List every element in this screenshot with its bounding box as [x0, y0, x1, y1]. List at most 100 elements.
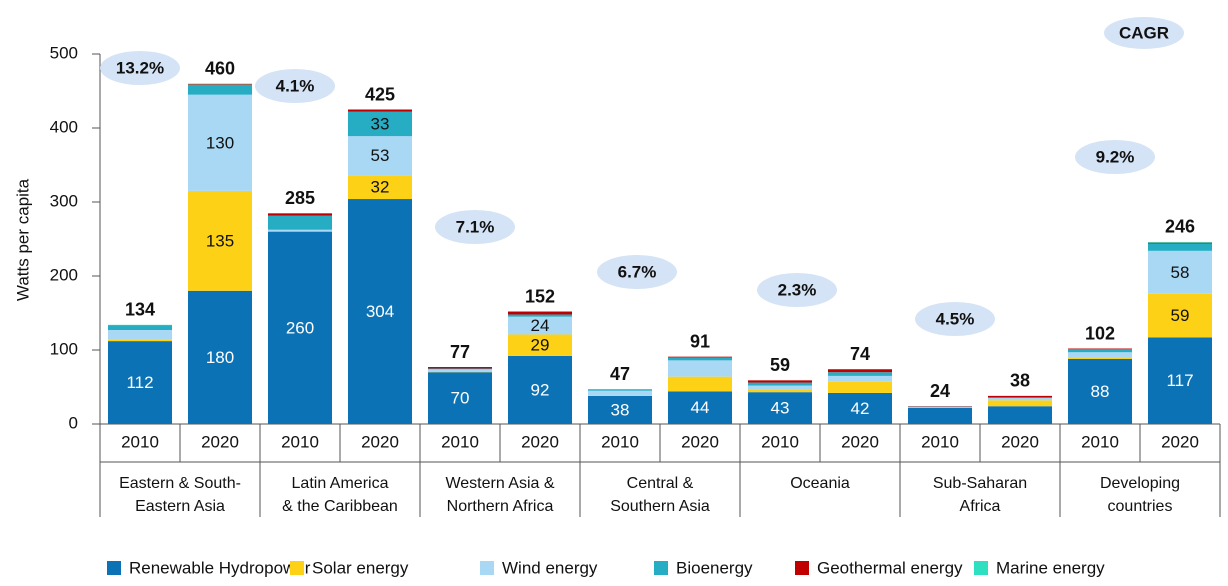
- bar-segment: [428, 369, 492, 370]
- bar-segment: [828, 372, 892, 376]
- group-label-line: Central &: [627, 475, 694, 492]
- group-label-line: Eastern & South-: [119, 475, 241, 492]
- bar-segment: [508, 312, 572, 315]
- y-tick-label: 300: [50, 191, 78, 210]
- cagr-label: 2.3%: [778, 280, 817, 299]
- y-axis-label: Watts per capita: [13, 178, 32, 301]
- total-label: 91: [690, 331, 710, 351]
- bar-segment: [348, 110, 412, 112]
- bar-segment: [988, 396, 1052, 397]
- bar-segment: [828, 382, 892, 393]
- group-label-line: & the Caribbean: [282, 498, 398, 515]
- value-label: 33: [371, 114, 390, 133]
- group-label-line: Developing: [1100, 475, 1180, 492]
- bar-segment: [828, 376, 892, 382]
- group-label-line: Latin America: [292, 475, 389, 492]
- bar-segment: [268, 216, 332, 230]
- bar-segment: [748, 383, 812, 386]
- x-tick-label: 2020: [1161, 432, 1199, 451]
- legend-label: Renewable Hydropower: [129, 558, 311, 577]
- value-label: 135: [206, 231, 234, 250]
- x-tick-label: 2010: [441, 432, 479, 451]
- value-label: 32: [371, 178, 390, 197]
- value-label: 180: [206, 348, 234, 367]
- total-label: 47: [610, 364, 630, 384]
- value-label: 92: [531, 380, 550, 399]
- bar-segment: [108, 330, 172, 340]
- bar-segment: [668, 357, 732, 360]
- x-tick-label: 2020: [201, 432, 239, 451]
- group-label-line: Africa: [960, 498, 1001, 515]
- y-tick-label: 200: [50, 265, 78, 284]
- legend-label: Bioenergy: [676, 558, 753, 577]
- bar-segment: [1148, 243, 1212, 250]
- bar-segment: [1068, 349, 1132, 350]
- bar-segment: [668, 357, 732, 358]
- bar-segment: [748, 390, 812, 392]
- bar-segment: [748, 380, 812, 382]
- group-label: Western Asia & Northern Africa: [445, 475, 554, 515]
- total-label: 460: [205, 58, 235, 78]
- bar-segment: [988, 406, 1052, 424]
- bar-segment: [668, 377, 732, 392]
- value-label: 38: [611, 400, 630, 419]
- bar-segment: [908, 408, 972, 424]
- total-label: 285: [285, 188, 315, 208]
- total-label: 134: [125, 300, 155, 320]
- group-label-line: countries: [1108, 498, 1173, 515]
- group-label-line: Sub-Saharan: [933, 475, 1027, 492]
- x-tick-label: 2020: [681, 432, 719, 451]
- bar-segment: [1148, 242, 1212, 243]
- x-tick-label: 2010: [921, 432, 959, 451]
- bar-segment: [988, 398, 1052, 400]
- legend-swatch: [107, 561, 121, 575]
- bar-segment: [588, 391, 652, 395]
- x-tick-label: 2010: [281, 432, 319, 451]
- bar-segment: [988, 400, 1052, 406]
- legend-swatch: [290, 561, 304, 575]
- total-label: 102: [1085, 323, 1115, 343]
- bar-segment: [188, 85, 252, 95]
- bar-segment: [428, 367, 492, 368]
- cagr-label: 4.5%: [936, 309, 975, 328]
- total-label: 38: [1010, 371, 1030, 391]
- bar-segment: [428, 371, 492, 372]
- total-label: 152: [525, 286, 555, 306]
- group-label: Eastern & South-Eastern Asia: [119, 475, 241, 515]
- group-label: Latin America & the Caribbean: [282, 475, 398, 515]
- x-tick-label: 2020: [521, 432, 559, 451]
- legend-swatch: [974, 561, 988, 575]
- total-label: 74: [850, 344, 870, 364]
- bar-segment: [1068, 357, 1132, 358]
- bar-segment: [268, 230, 332, 231]
- value-label: 130: [206, 133, 234, 152]
- x-tick-label: 2020: [1001, 432, 1039, 451]
- group-label-line: Oceania: [790, 475, 850, 492]
- cagr-label: 13.2%: [116, 58, 164, 77]
- y-tick-label: 0: [69, 413, 78, 432]
- bar-segment: [828, 369, 892, 372]
- value-label: 58: [1171, 263, 1190, 282]
- legend-swatch: [480, 561, 494, 575]
- cagr-legend-label: CAGR: [1119, 23, 1169, 42]
- bar-segment: [1068, 349, 1132, 352]
- value-label: 70: [451, 389, 470, 408]
- group-label: Central &Southern Asia: [610, 475, 710, 515]
- value-label: 304: [366, 302, 394, 321]
- value-label: 29: [531, 336, 550, 355]
- bar-segment: [588, 395, 652, 396]
- x-tick-label: 2010: [121, 432, 159, 451]
- x-tick-label: 2020: [841, 432, 879, 451]
- group-label-line: Northern Africa: [447, 498, 554, 515]
- bar-segment: [1148, 243, 1212, 244]
- x-tick-label: 2010: [601, 432, 639, 451]
- x-tick-label: 2010: [761, 432, 799, 451]
- legend-swatch: [795, 561, 809, 575]
- value-label: 59: [1171, 306, 1190, 325]
- bar-segment: [748, 386, 812, 390]
- total-label: 24: [930, 381, 950, 401]
- group-label-line: Western Asia &: [445, 475, 554, 492]
- group-label: Sub-Saharan Africa: [933, 475, 1027, 515]
- total-label: 246: [1165, 217, 1195, 237]
- bar-segment: [508, 314, 572, 316]
